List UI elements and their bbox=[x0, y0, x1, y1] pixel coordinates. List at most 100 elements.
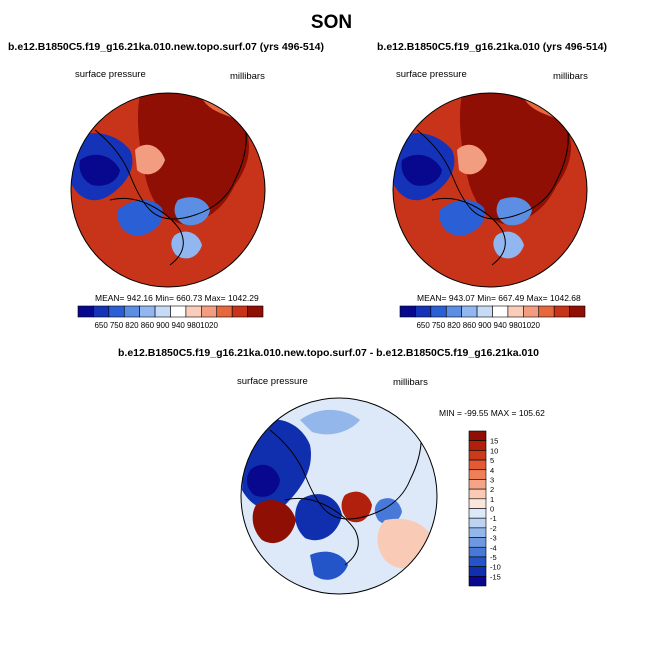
panel2-colorbar-tick-label: 980 bbox=[509, 321, 523, 330]
panel1-map bbox=[70, 92, 266, 288]
panel2-low-pressure-region-south bbox=[439, 199, 485, 236]
panel2-colorbar-swatch bbox=[569, 305, 586, 318]
panel1-low-pressure-region-southeast bbox=[171, 231, 202, 259]
panel3-colorbar-tick-label: 2 bbox=[490, 485, 494, 494]
panel2-stats: MEAN= 943.07 Min= 667.49 Max= 1042.68 bbox=[417, 293, 581, 303]
panel2-colorbar-tick-label: 820 bbox=[447, 321, 461, 330]
panel3-negative-region-north bbox=[300, 409, 360, 435]
panel2-colorbar-swatch bbox=[461, 305, 478, 318]
panel3-colorbar-tick-label: -10 bbox=[490, 563, 501, 572]
panel1-colorbar-swatch bbox=[185, 305, 202, 318]
panel3-colorbar-swatch bbox=[468, 576, 487, 587]
panel2-colorbar-swatch bbox=[553, 305, 570, 318]
panel1-mid-pressure-region bbox=[135, 144, 165, 175]
panel1-coastline bbox=[94, 124, 247, 220]
panel2-colorbar-tick-label: 900 bbox=[478, 321, 492, 330]
panel3-colorbar-tick-label: -15 bbox=[490, 572, 501, 581]
panel3-colorbar-swatch bbox=[468, 527, 487, 538]
panel1-units-label: millibars bbox=[230, 71, 265, 82]
panel2-colorbar-swatch bbox=[538, 305, 555, 318]
panel1-colorbar: 650 750 820 860 900 940 980 1020 bbox=[77, 305, 264, 330]
panel2-colorbar-swatch bbox=[430, 305, 447, 318]
panel1-colorbar-tick-label: 750 bbox=[110, 321, 124, 330]
panel3-negative-region-bottom bbox=[310, 551, 348, 580]
panel3-colorbar-swatch bbox=[468, 508, 487, 519]
panel2-variable-label: surface pressure bbox=[396, 69, 467, 80]
panel1-colorbar-swatch bbox=[108, 305, 125, 318]
panel1-colorbar-swatch bbox=[139, 305, 156, 318]
panel3-colorbar-swatch bbox=[468, 566, 487, 577]
panel3-colorbar-swatch bbox=[468, 459, 487, 471]
panel3-colorbar-swatch bbox=[468, 440, 487, 451]
panel3-colorbar-tick-label: -2 bbox=[490, 524, 497, 533]
panel1-colorbar-swatch bbox=[216, 305, 233, 318]
panel3-colorbar-swatch bbox=[468, 537, 487, 548]
panel2-coastline-south bbox=[431, 197, 506, 266]
panel1-colorbar-swatch bbox=[123, 305, 140, 318]
panel2-mid-pressure-region bbox=[457, 144, 487, 175]
panel2-map-border bbox=[392, 92, 588, 288]
panel1-coastline-south bbox=[109, 197, 184, 266]
panel1-colorbar-swatch bbox=[154, 305, 171, 318]
panel3-colorbar-tick-label: -5 bbox=[490, 553, 497, 562]
panel3-colorbar-tick-label: 0 bbox=[490, 505, 494, 514]
panel2-colorbar-swatch bbox=[415, 305, 432, 318]
panel1-variable-label: surface pressure bbox=[75, 69, 146, 80]
panel1-stats: MEAN= 942.16 Min= 660.73 Max= 1042.29 bbox=[95, 293, 259, 303]
panel2-colorbar-swatch bbox=[445, 305, 462, 318]
panel3-stats: MIN = -99.55 MAX = 105.62 bbox=[439, 408, 545, 418]
panel3-colorbar-tick-label: 3 bbox=[490, 475, 494, 484]
panel3-colorbar-swatch bbox=[468, 430, 487, 441]
panel2-map bbox=[392, 92, 588, 288]
panel3-colorbar-swatch bbox=[468, 469, 487, 480]
panel3-negative-region-south bbox=[295, 494, 342, 541]
panel3-coastline-south bbox=[284, 497, 359, 566]
panel3-map-border bbox=[240, 397, 438, 595]
panel2-colorbar-swatch bbox=[476, 305, 493, 318]
panel2-units-label: millibars bbox=[553, 71, 588, 82]
panel3-colorbar-tick-label: 4 bbox=[490, 466, 494, 475]
panel1-colorbar-swatch bbox=[93, 305, 110, 318]
panel2-colorbar-swatch bbox=[523, 305, 540, 318]
panel2-low-pressure-region-southeast bbox=[493, 231, 524, 259]
panel3-colorbar-swatch bbox=[468, 556, 487, 567]
panel1-map-border bbox=[70, 92, 266, 288]
panel3-negative-region-east bbox=[374, 498, 402, 525]
panel3-negative-core bbox=[246, 464, 280, 497]
panel3-colorbar-tick-label: 10 bbox=[490, 446, 498, 455]
panel2-colorbar: 650 750 820 860 900 940 980 1020 bbox=[399, 305, 586, 330]
panel3-positive-region-southwest bbox=[252, 500, 296, 544]
panel2-colorbar-tick-label: 940 bbox=[494, 321, 508, 330]
panel1-colorbar-tick-label: 900 bbox=[156, 321, 170, 330]
panel3-units-label: millibars bbox=[393, 377, 428, 388]
panel1-colorbar-tick-label: 980 bbox=[187, 321, 201, 330]
panel3-colorbar-tick-label: 1 bbox=[490, 495, 494, 504]
panel1-colorbar-swatch bbox=[201, 305, 218, 318]
panel3-colorbar-tick-label: -1 bbox=[490, 514, 497, 523]
panel1-colorbar-swatch bbox=[247, 305, 264, 318]
panel3-colorbar-swatch bbox=[468, 498, 487, 509]
panel3-colorbar-tick-label: -3 bbox=[490, 534, 497, 543]
panel3-colorbar-tick-label: 15 bbox=[490, 437, 498, 446]
panel3-colorbar-swatch bbox=[468, 450, 487, 461]
panel2-low-pressure-core bbox=[401, 154, 442, 186]
panel3-colorbar-swatch bbox=[468, 517, 487, 529]
panel1-colorbar-tick-label: 860 bbox=[141, 321, 155, 330]
panel1-low-pressure-region-south bbox=[117, 199, 163, 236]
panel1-low-pressure-core bbox=[79, 154, 120, 186]
panel2-colorbar-tick-label: 750 bbox=[432, 321, 446, 330]
panel3-colorbar-swatch bbox=[468, 546, 487, 558]
panel2-title: b.e12.B1850C5.f19_g16.21ka.010 (yrs 496-… bbox=[377, 41, 607, 53]
panel3-colorbar-tick-label: 5 bbox=[490, 456, 494, 465]
panel2-colorbar-swatch bbox=[399, 305, 416, 318]
panel1-colorbar-swatch bbox=[77, 305, 94, 318]
panel1-title: b.e12.B1850C5.f19_g16.21ka.010.new.topo.… bbox=[8, 41, 324, 53]
panel3-variable-label: surface pressure bbox=[237, 376, 308, 387]
panel1-colorbar-tick-label: 1020 bbox=[200, 321, 218, 330]
panel1-colorbar-tick-label: 820 bbox=[125, 321, 139, 330]
panel3-positive-region-center bbox=[341, 491, 372, 523]
panel1-high-pressure-region bbox=[137, 93, 250, 225]
panel3-colorbar-swatch bbox=[468, 488, 487, 500]
